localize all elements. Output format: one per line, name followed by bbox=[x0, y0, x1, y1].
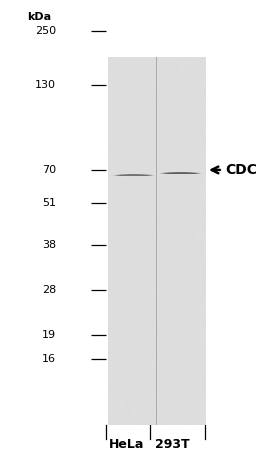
Text: 16: 16 bbox=[42, 354, 56, 364]
Text: 70: 70 bbox=[42, 165, 56, 175]
Text: 130: 130 bbox=[35, 80, 56, 90]
Text: 38: 38 bbox=[42, 240, 56, 251]
Text: kDa: kDa bbox=[27, 11, 51, 22]
Text: 51: 51 bbox=[42, 198, 56, 208]
Text: 250: 250 bbox=[35, 25, 56, 36]
Text: 293T: 293T bbox=[155, 438, 190, 451]
Text: CDC25a: CDC25a bbox=[225, 163, 256, 177]
Text: HeLa: HeLa bbox=[109, 438, 144, 451]
Text: 28: 28 bbox=[42, 285, 56, 295]
Text: 19: 19 bbox=[42, 330, 56, 340]
